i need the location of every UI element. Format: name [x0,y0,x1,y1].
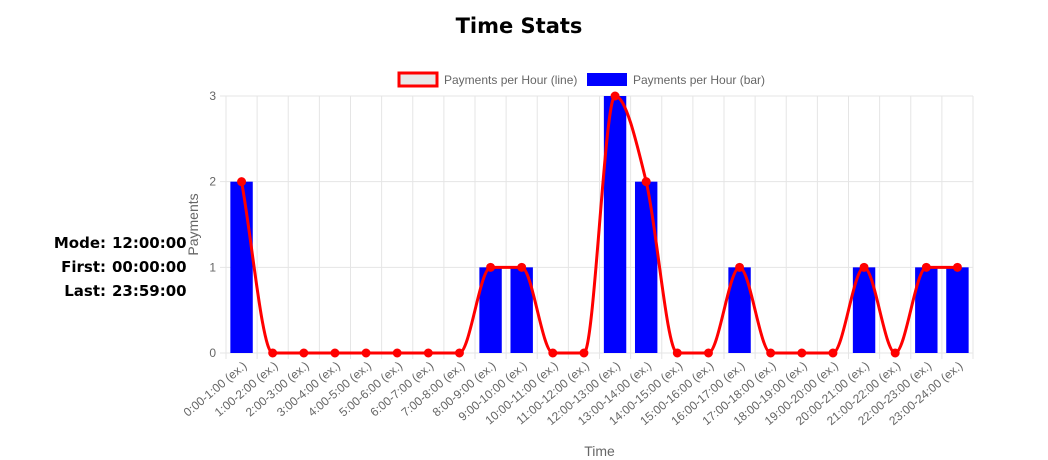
first-label: First: [61,258,106,276]
last-label: Last: [64,282,106,300]
bar-series [230,96,969,353]
line-point-4 [361,348,371,358]
line-point-8 [486,262,496,272]
line-point-16 [735,262,745,272]
mode-row: Mode: 12:00:00 [40,231,187,255]
line-point-7 [454,348,464,358]
line-point-23 [952,262,962,272]
legend-label-line: Payments per Hour (line) [444,73,577,87]
line-point-9 [517,262,527,272]
line-point-0 [237,177,247,187]
bar-13 [634,181,658,353]
y-tick-label: 2 [209,175,216,189]
last-value: 23:59:00 [112,282,187,300]
line-series [237,91,962,358]
bar-9 [510,267,533,353]
mode-label: Mode: [53,234,106,252]
y-tick-label: 3 [209,89,216,103]
line-point-6 [423,348,433,358]
bar-0 [230,181,253,353]
line-point-1 [268,348,278,358]
y-axis-title: Payments [185,193,201,255]
time-stats-summary: Mode: 12:00:00 First: 00:00:00 Last: 23:… [40,231,187,303]
chart-legend: Payments per Hour (line) Payments per Hou… [397,71,765,88]
line-point-2 [299,348,309,358]
line-point-19 [828,348,838,358]
first-value: 00:00:00 [112,258,187,276]
line-point-17 [766,348,776,358]
line-point-22 [921,262,931,272]
legend-label-bar: Payments per Hour (bar) [633,73,765,87]
legend-swatch-line [397,71,439,88]
last-row: Last: 23:59:00 [40,279,187,303]
line-point-12 [610,91,620,101]
bar-20 [852,267,876,353]
bar-16 [728,267,751,353]
line-point-15 [703,348,713,358]
bar-8 [479,267,502,353]
line-point-3 [330,348,340,358]
page-title: Time Stats [455,14,583,38]
bar-22 [915,267,938,353]
line-point-13 [641,177,651,187]
line-point-5 [392,348,402,358]
x-axis-title: Time [584,443,615,459]
line-point-21 [890,348,900,358]
line-point-10 [548,348,558,358]
line-point-14 [672,348,682,358]
bar-12 [603,96,627,353]
mode-value: 12:00:00 [112,234,187,252]
legend-swatch-bar [587,73,627,86]
line-point-20 [859,262,869,272]
bar-23 [946,267,969,353]
y-tick-label: 0 [209,346,216,360]
line-point-11 [579,348,589,358]
y-tick-label: 1 [209,260,216,274]
first-row: First: 00:00:00 [40,255,187,279]
line-point-18 [797,348,807,358]
